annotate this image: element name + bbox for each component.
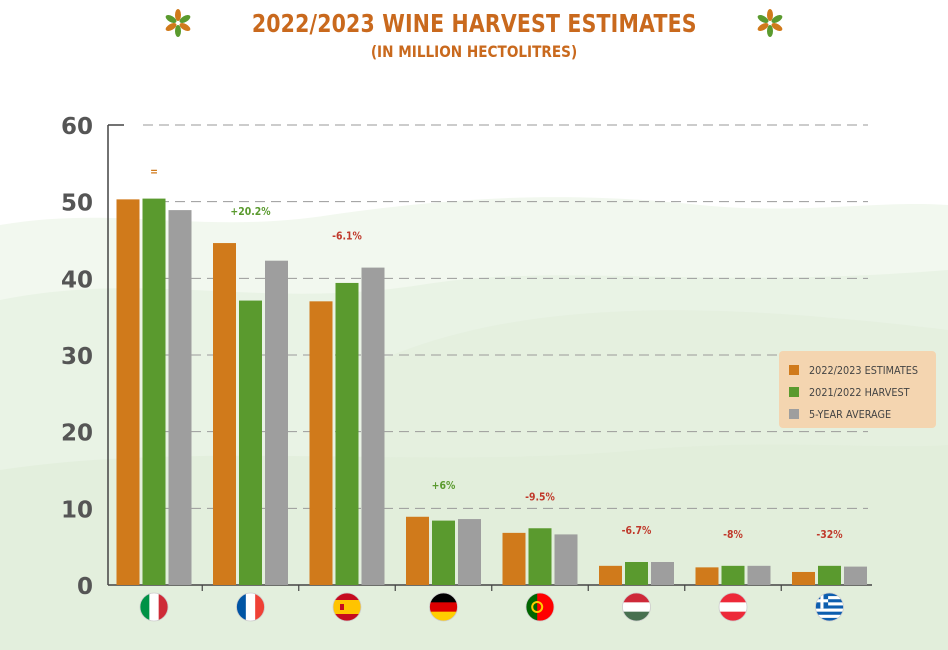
bar-average-germany <box>458 519 481 585</box>
flag-border <box>718 592 748 622</box>
bar-harvest-germany <box>432 520 455 585</box>
bar-harvest-portugal <box>528 528 552 585</box>
legend-swatch-average <box>789 409 799 419</box>
change-annotation: = <box>150 166 158 178</box>
flag-border <box>429 592 458 622</box>
chart-subtitle: (IN MILLION HECTOLITRES) <box>370 42 578 61</box>
bar-harvest-austria <box>721 565 745 585</box>
bar-estimates-austria <box>695 567 719 585</box>
flag-border <box>622 592 651 622</box>
change-annotation: -6.7% <box>622 525 652 537</box>
change-annotation: +6% <box>432 480 456 492</box>
bar-harvest-spain <box>335 282 359 585</box>
legend-label-average: 5-YEAR AVERAGE <box>809 407 892 421</box>
flag-austria-icon <box>719 593 747 621</box>
legend-item-harvest: 2021/2022 HARVEST <box>789 381 936 403</box>
bar-harvest-italy <box>142 198 166 585</box>
bar-harvest-france <box>239 300 262 585</box>
bar-estimates-hungary <box>599 565 622 585</box>
flag-italy-icon <box>140 593 168 621</box>
flag-germany-icon <box>429 593 458 621</box>
flag-spain-icon <box>333 593 361 621</box>
chart-title: 2022/2023 WINE HARVEST ESTIMATES <box>251 8 697 38</box>
change-annotation: -8% <box>723 529 743 541</box>
bar-average-spain <box>361 267 385 585</box>
bar-harvest-hungary <box>625 562 648 585</box>
flag-hungary-icon <box>622 593 651 621</box>
y-tick-label: 10 <box>61 497 93 523</box>
y-tick-label: 40 <box>61 267 93 293</box>
y-tick-label: 30 <box>61 344 93 370</box>
bar-estimates-italy <box>116 199 140 585</box>
flag-border <box>815 592 844 622</box>
flag-france-icon <box>236 593 265 621</box>
legend-item-average: 5-YEAR AVERAGE <box>789 403 936 425</box>
legend-swatch-estimates <box>789 365 799 375</box>
y-tick-label: 50 <box>61 191 93 217</box>
bar-estimates-france <box>213 243 236 586</box>
bar-average-hungary <box>651 562 674 585</box>
bar-average-france <box>265 260 288 585</box>
flag-border <box>236 592 265 622</box>
change-annotation: -6.1% <box>332 231 362 243</box>
flag-border <box>525 592 555 622</box>
bar-average-portugal <box>554 534 578 585</box>
bar-harvest-greece <box>818 565 841 585</box>
y-tick-label: 60 <box>61 114 93 140</box>
legend-swatch-harvest <box>789 387 799 397</box>
flag-border <box>332 592 362 622</box>
legend-item-estimates: 2022/2023 ESTIMATES <box>789 359 936 381</box>
flag-border <box>139 592 169 622</box>
bar-average-austria <box>747 565 771 585</box>
bar-estimates-greece <box>792 571 815 585</box>
flag-portugal-icon <box>526 593 554 621</box>
bar-average-greece <box>844 566 867 585</box>
y-tick-label: 0 <box>77 574 93 600</box>
bar-estimates-germany <box>406 516 429 585</box>
chart-header: 2022/2023 WINE HARVEST ESTIMATES (IN MIL… <box>0 8 948 61</box>
change-annotation: -32% <box>816 529 842 541</box>
bar-estimates-spain <box>309 301 333 585</box>
bar-average-italy <box>168 210 192 585</box>
bar-estimates-portugal <box>502 532 526 585</box>
legend-label-estimates: 2022/2023 ESTIMATES <box>809 363 919 377</box>
sparkle-left-icon <box>165 9 191 37</box>
sparkle-right-icon <box>757 9 783 37</box>
change-annotation: -9.5% <box>525 492 555 504</box>
legend-label-harvest: 2021/2022 HARVEST <box>809 385 910 399</box>
y-tick-label: 20 <box>61 421 93 447</box>
chart-legend: 2022/2023 ESTIMATES 2021/2022 HARVEST 5-… <box>779 351 936 428</box>
change-annotation: +20.2% <box>230 206 270 218</box>
